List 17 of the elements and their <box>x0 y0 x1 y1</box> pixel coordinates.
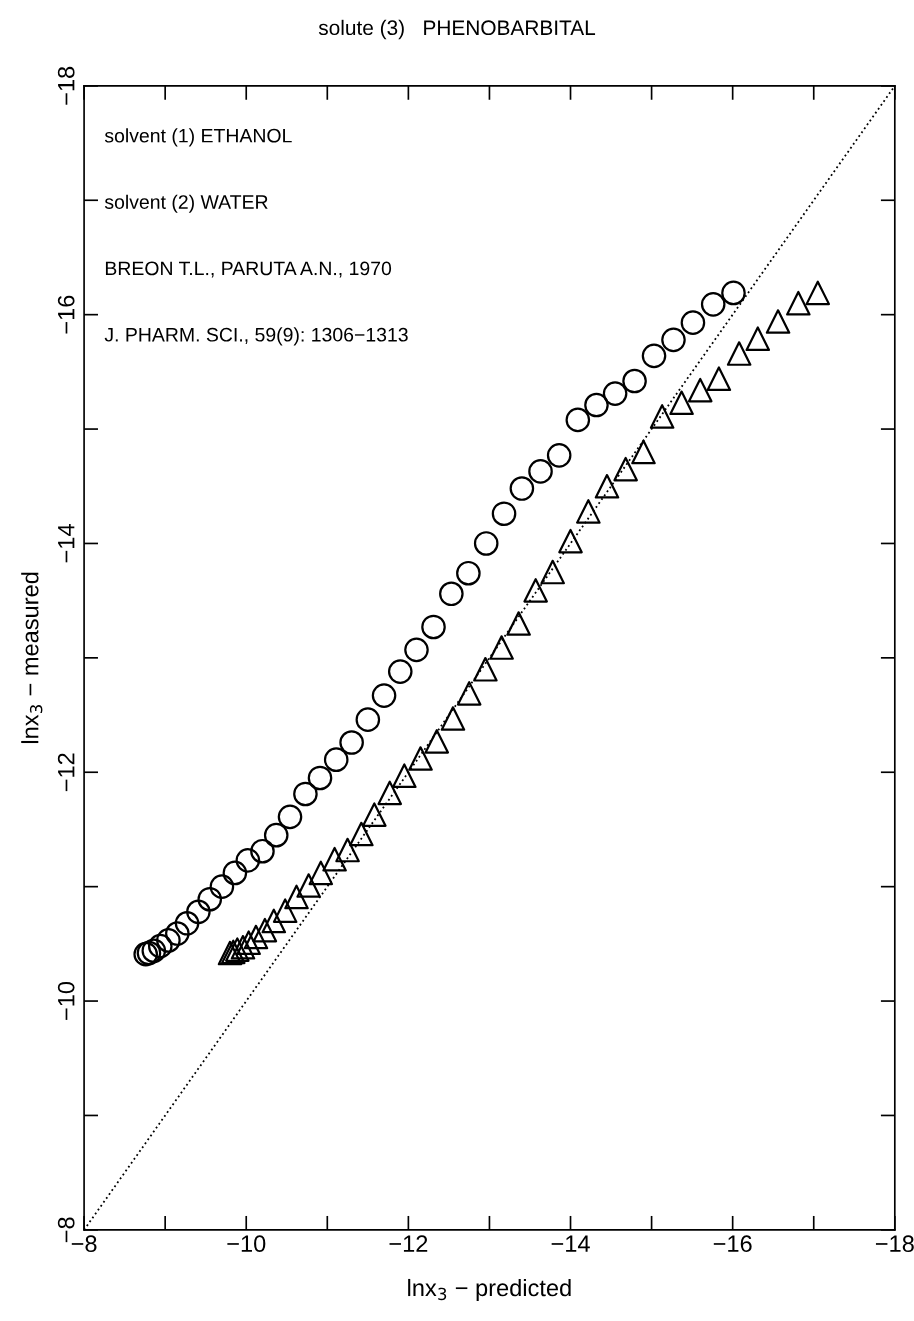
y-tick-label: −12 <box>57 753 75 792</box>
x-tick-label: −16 <box>713 1235 752 1253</box>
annotation: solvent (1) ETHANOL <box>104 128 292 147</box>
chart-title: solute (3) PHENOBARBITAL <box>318 19 596 40</box>
y-tick-label: −10 <box>57 981 75 1020</box>
x-tick-label: −10 <box>227 1235 266 1253</box>
y-axis-title: lnx$_{3}$ − measured <box>21 572 43 744</box>
x-tick-label: −12 <box>389 1235 428 1252</box>
y-tick-label: −18 <box>57 66 75 105</box>
x-tick-label: −18 <box>875 1235 914 1253</box>
annotation: BREON T.L., PARUTA A.N., 1970 <box>105 261 392 278</box>
annotation: solvent (2) WATER <box>104 194 268 213</box>
x-tick-label: −14 <box>551 1235 590 1252</box>
annotation: J. PHARM. SCI., 59(9): 1306−1313 <box>104 327 408 346</box>
y-tick-label: −14 <box>58 524 75 563</box>
y-tick-label: −16 <box>57 295 75 334</box>
x-axis-title: lnx$_{3}$ − predicted <box>408 1278 571 1301</box>
